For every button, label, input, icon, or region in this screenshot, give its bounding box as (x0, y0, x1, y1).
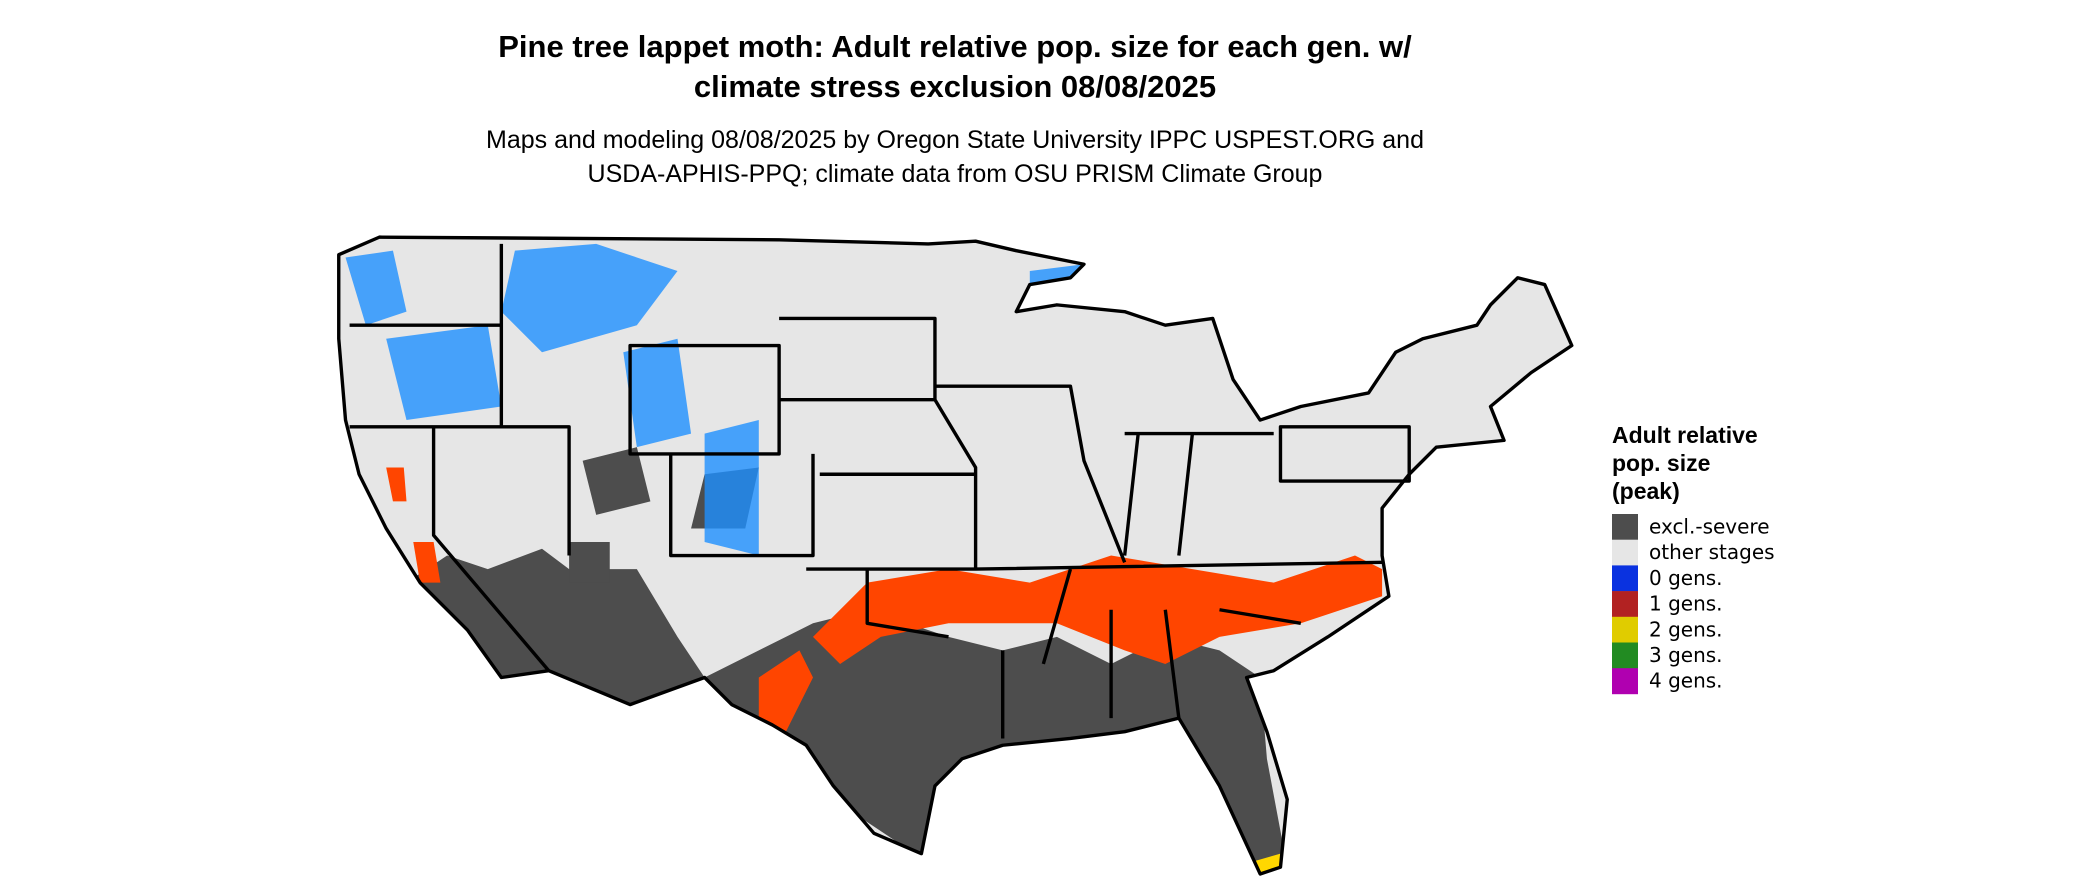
legend-swatch (1612, 616, 1638, 643)
legend-label: 1 gens. (1649, 592, 1723, 616)
subtitle-line: Maps and modeling 08/08/2025 by Oregon S… (486, 126, 1424, 154)
legend-swatch (1612, 565, 1638, 592)
legend-title: (peak) (1612, 478, 1680, 504)
legend-label: excl.-severe (1649, 515, 1770, 539)
legend-swatch (1612, 539, 1638, 566)
legend-swatch (1612, 514, 1638, 540)
legend-title: Adult relative (1612, 422, 1758, 448)
legend-label: 2 gens. (1649, 617, 1723, 641)
legend-label: other stages (1649, 540, 1775, 564)
legend-label: 4 gens. (1649, 669, 1723, 693)
map-fill (338, 237, 1572, 874)
us-map (337, 235, 1574, 876)
subtitle-line: USDA-APHIS-PPQ; climate data from OSU PR… (588, 160, 1323, 188)
legend-swatch (1612, 668, 1638, 695)
legend-label: 0 gens. (1649, 566, 1723, 590)
legend-title: pop. size (1612, 450, 1710, 476)
title-line: climate stress exclusion 08/08/2025 (694, 69, 1216, 104)
title-line: Pine tree lappet moth: Adult relative po… (498, 29, 1412, 64)
legend-swatch (1612, 591, 1638, 618)
legend-swatch (1612, 642, 1638, 669)
legend-label: 3 gens. (1649, 643, 1723, 667)
state-borders (337, 235, 1574, 876)
